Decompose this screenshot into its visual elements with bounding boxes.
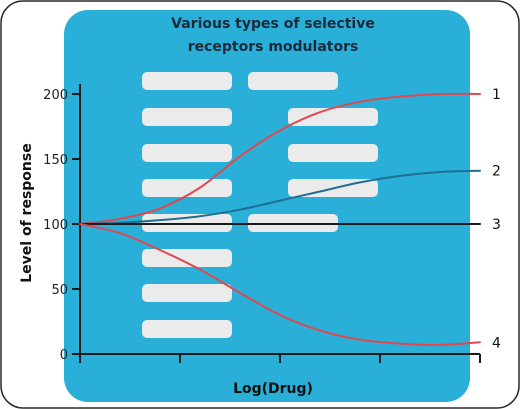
x-axis-label: Log(Drug) [233, 381, 313, 397]
y-axis: 0 50 100 150 200 [43, 84, 81, 363]
y-axis-label: Level of response [19, 143, 35, 282]
placeholder-block-9 [288, 108, 378, 126]
series-line-4 [79, 223, 481, 346]
placeholder-block-0 [142, 72, 232, 90]
placeholder-block-10 [288, 144, 378, 162]
series-line-1 [79, 92, 481, 225]
placeholder-block-8 [248, 72, 338, 90]
placeholder-block-6 [142, 284, 232, 302]
series-label-1: 1 [492, 87, 501, 103]
placeholder-block-5 [142, 249, 232, 267]
chart-title-line-1: Various types of selective [171, 16, 375, 32]
placeholder-block-1 [142, 108, 232, 126]
series-label-4: 4 [492, 335, 501, 351]
series-labels: 1 2 3 4 [492, 87, 501, 351]
y-tick-label-150: 150 [43, 153, 68, 168]
x-axis [79, 353, 481, 363]
series-line-2 [79, 169, 481, 225]
placeholder-block-2 [142, 144, 232, 162]
placeholder-text-blocks [142, 72, 378, 338]
chart-title-line-2: receptors modulators [188, 39, 359, 55]
y-tick-label-200: 200 [43, 88, 68, 103]
series-label-3: 3 [492, 217, 501, 233]
placeholder-block-3 [142, 179, 232, 197]
y-tick-label-100: 100 [43, 218, 68, 233]
placeholder-block-7 [142, 320, 232, 338]
y-tick-label-50: 50 [51, 283, 68, 298]
series-label-2: 2 [492, 164, 501, 180]
y-tick-label-0: 0 [60, 348, 68, 363]
series-lines [79, 92, 481, 346]
